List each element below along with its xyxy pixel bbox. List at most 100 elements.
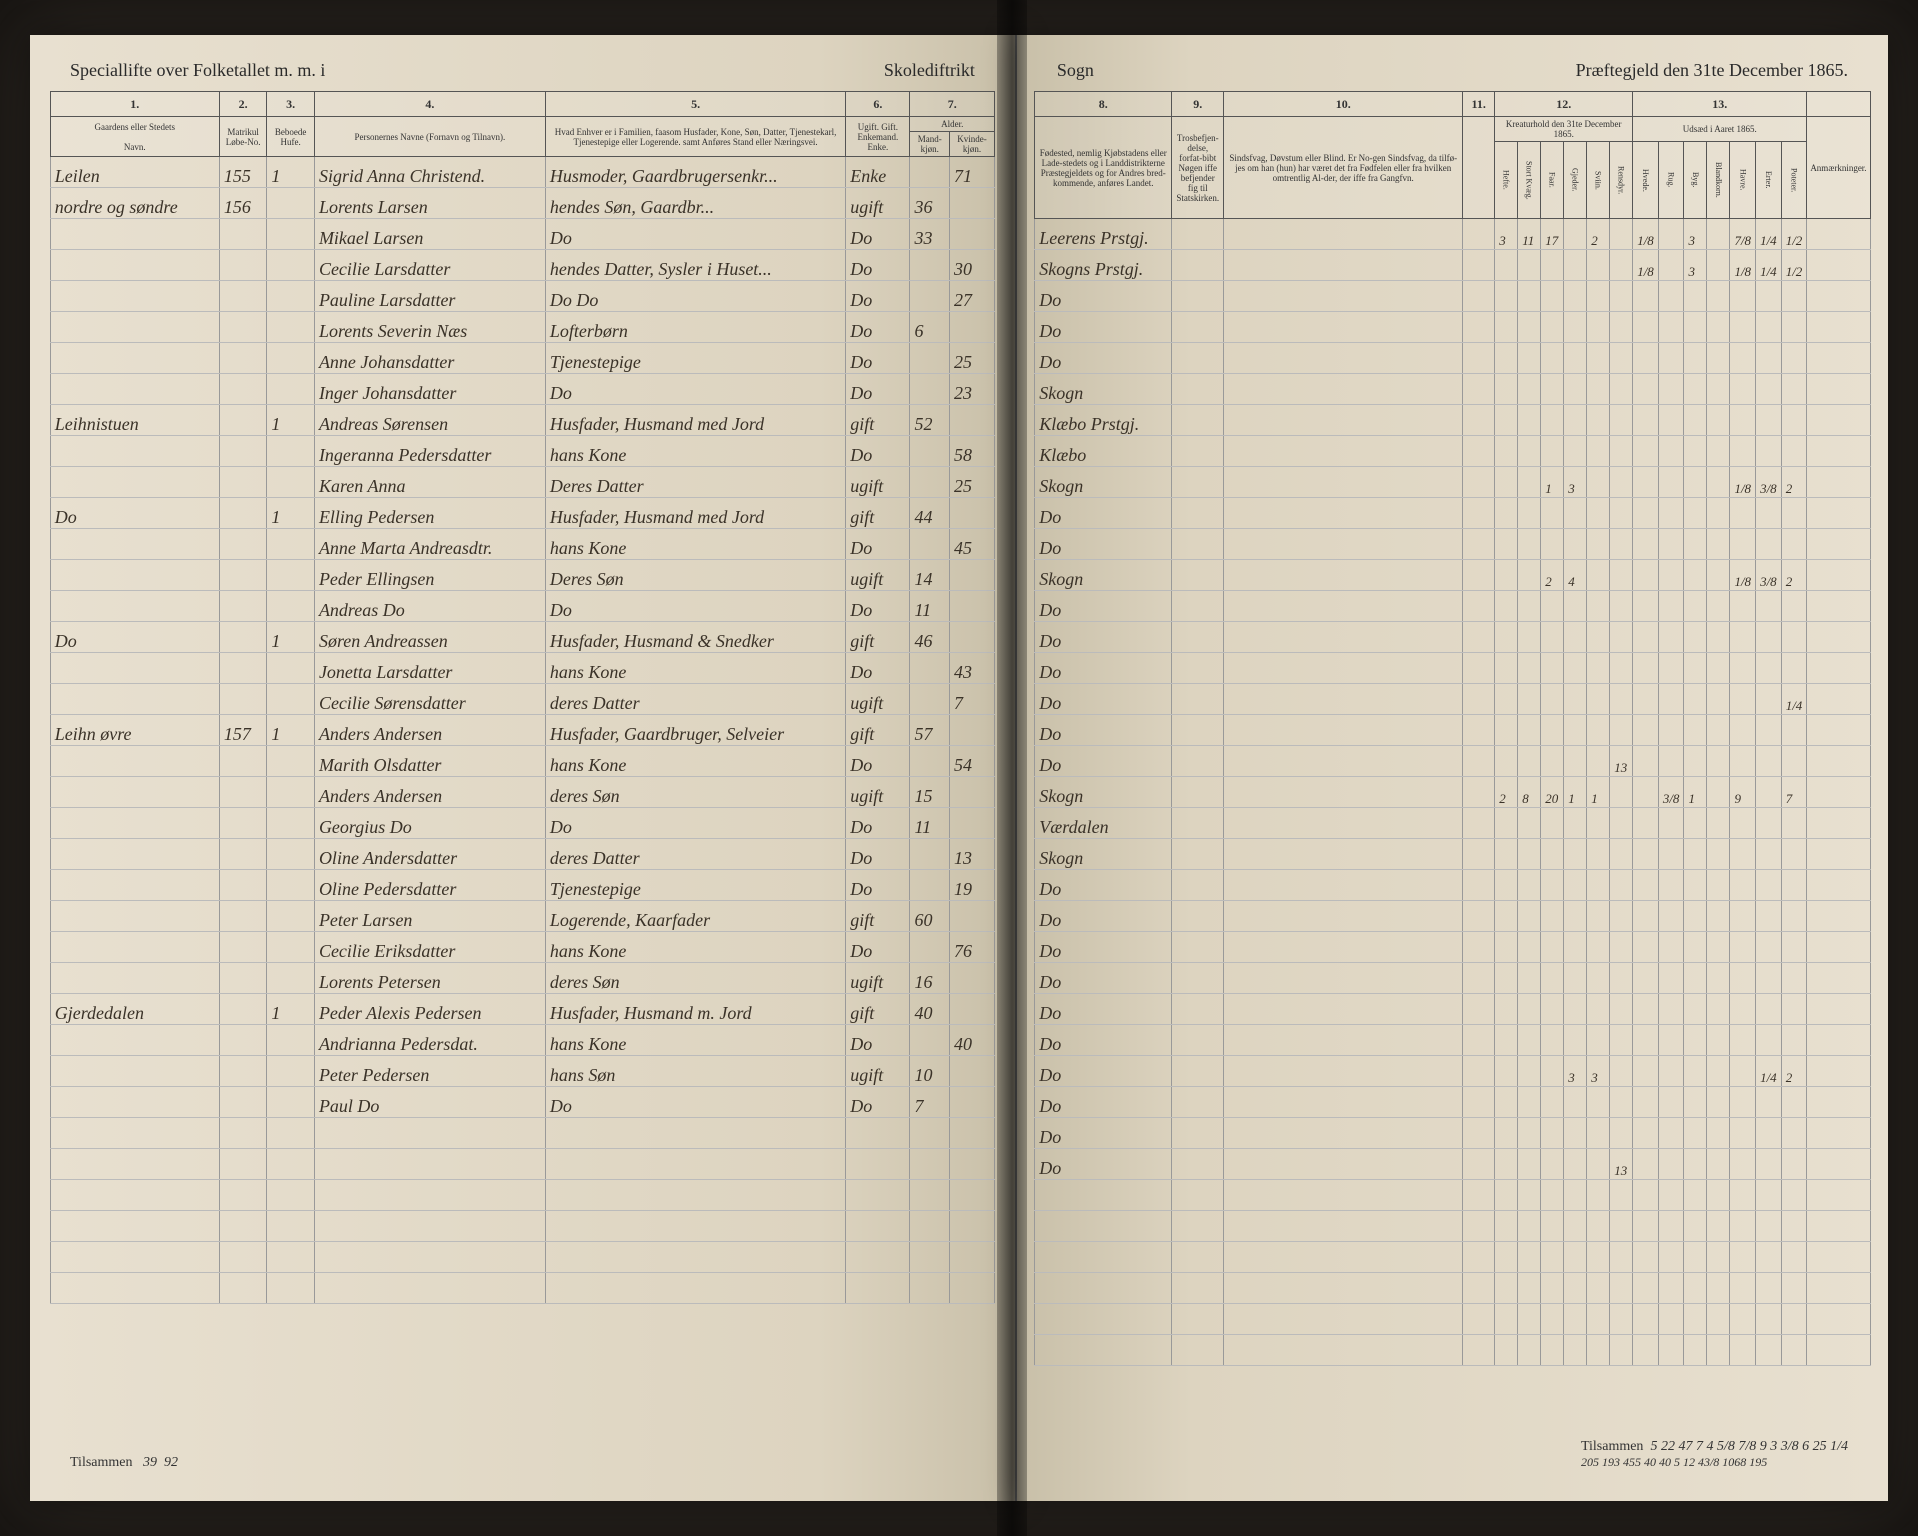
cell-mno (219, 250, 267, 281)
cell (1463, 1056, 1495, 1087)
cell (1730, 715, 1756, 746)
cell (1495, 715, 1518, 746)
cell (1633, 653, 1659, 684)
cell (1807, 312, 1870, 343)
cell (1518, 374, 1541, 405)
cell (1658, 467, 1684, 498)
cell (1807, 808, 1870, 839)
cell (1707, 622, 1730, 653)
cell: Skogn (1035, 777, 1172, 808)
cell (1610, 405, 1633, 436)
cell-m: 33 (910, 219, 950, 250)
cell-m (910, 1025, 950, 1056)
cell (1463, 467, 1495, 498)
cell (1463, 746, 1495, 777)
cell (1707, 932, 1730, 963)
cell-mno (219, 1087, 267, 1118)
cell: 1 (1564, 777, 1587, 808)
table-row: Skogn (1035, 839, 1870, 870)
cell (1707, 808, 1730, 839)
cell-name: Søren Andreassen (314, 622, 545, 653)
cell (1224, 374, 1463, 405)
cell (1707, 281, 1730, 312)
cell-mno (219, 746, 267, 777)
cell (1518, 250, 1541, 281)
table-row: Lorents Severin NæsLofterbørnDo6 (50, 312, 994, 343)
h-livestock: Kreaturhold den 31te December 1865. (1495, 117, 1633, 142)
cell-name: Anders Andersen (314, 777, 545, 808)
cell-m (910, 684, 950, 715)
cell: 13 (1610, 1149, 1633, 1180)
cell (1781, 312, 1807, 343)
cell (1756, 281, 1782, 312)
cell (1564, 808, 1587, 839)
cell (1564, 746, 1587, 777)
table-row: Klæbo (1035, 436, 1870, 467)
cell (1495, 1118, 1518, 1149)
table-row: Cecilie Eriksdatterhans KoneDo76 (50, 932, 994, 963)
cell-hno (267, 188, 315, 219)
cell (1463, 250, 1495, 281)
cell (1564, 684, 1587, 715)
cell-hno (267, 312, 315, 343)
cell-status: Husfader, Husmand & Snedker (545, 622, 845, 653)
cell (1633, 1087, 1659, 1118)
cell (1172, 715, 1224, 746)
cell (1224, 777, 1463, 808)
cell (1495, 498, 1518, 529)
cell-k: 71 (949, 157, 994, 188)
cell (1172, 436, 1224, 467)
cell (1807, 405, 1870, 436)
cell (1610, 560, 1633, 591)
cell (1807, 1056, 1870, 1087)
cell (1495, 994, 1518, 1025)
cell (1587, 1025, 1610, 1056)
cell-name: Peter Larsen (314, 901, 545, 932)
cell (1707, 1025, 1730, 1056)
cell (1633, 994, 1659, 1025)
cell-mno: 156 (219, 188, 267, 219)
cell-k (949, 219, 994, 250)
cell (1610, 1118, 1633, 1149)
cell (1684, 1025, 1707, 1056)
cell-mno (219, 498, 267, 529)
cell-place (50, 219, 219, 250)
h-name: Personernes Navne (Fornavn og Tilnavn). (314, 117, 545, 157)
cell: Do (1035, 1087, 1172, 1118)
cell (1463, 281, 1495, 312)
cell (1684, 436, 1707, 467)
sub-header: Hvede. (1633, 142, 1659, 219)
cell (1224, 529, 1463, 560)
cell-k: 45 (949, 529, 994, 560)
cell: Skogn (1035, 374, 1172, 405)
cell (1172, 281, 1224, 312)
cell: Do (1035, 746, 1172, 777)
cell-k: 30 (949, 250, 994, 281)
cell-name: Lorents Larsen (314, 188, 545, 219)
cell-hno (267, 219, 315, 250)
cell: 1/8 (1730, 560, 1756, 591)
table-row: Anders Andersenderes Sønugift15 (50, 777, 994, 808)
cell-k: 43 (949, 653, 994, 684)
cell (1781, 436, 1807, 467)
cell (1658, 901, 1684, 932)
cell (1684, 343, 1707, 374)
cell (1684, 1118, 1707, 1149)
cell: Do (1035, 963, 1172, 994)
cell (1172, 932, 1224, 963)
cell-name: Anne Marta Andreasdtr. (314, 529, 545, 560)
cell-hno (267, 963, 315, 994)
cell (1564, 281, 1587, 312)
sub-header: Stort Kvæg. (1518, 142, 1541, 219)
table-row: Karen AnnaDeres Datterugift25 (50, 467, 994, 498)
cell (1564, 374, 1587, 405)
cell: Do (1035, 901, 1172, 932)
cell (1518, 343, 1541, 374)
right-page: Sogn Præftegjeld den 31te December 1865.… (1017, 35, 1888, 1501)
cell (1707, 560, 1730, 591)
cell (1610, 374, 1633, 405)
cell-m (910, 281, 950, 312)
sub-header: Faar. (1541, 142, 1564, 219)
h-mno: Matrikul Løbe-No. (219, 117, 267, 157)
cell-k: 58 (949, 436, 994, 467)
